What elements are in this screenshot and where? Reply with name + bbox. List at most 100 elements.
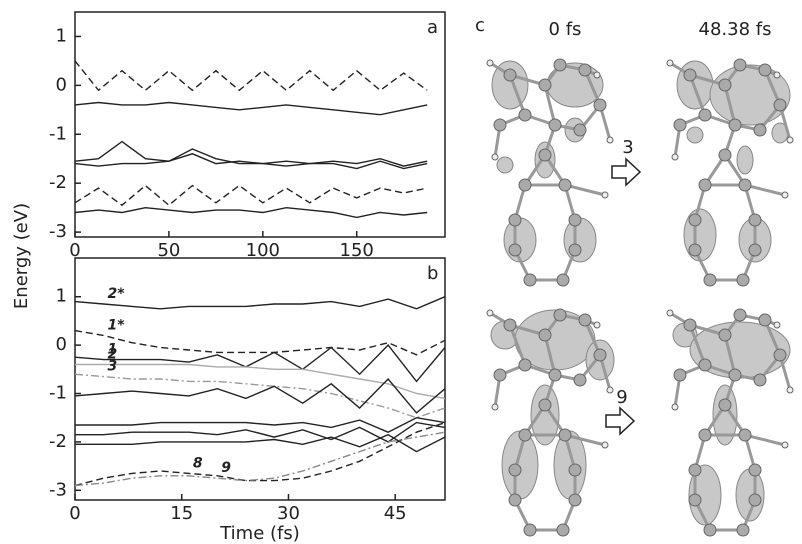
series-line bbox=[74, 148, 428, 170]
atom bbox=[781, 441, 789, 449]
atom bbox=[703, 273, 717, 287]
orbital-lobe bbox=[553, 430, 587, 500]
bond bbox=[723, 84, 737, 126]
series-line bbox=[74, 344, 446, 383]
atom bbox=[688, 463, 702, 477]
arrow bbox=[611, 157, 642, 187]
molecules bbox=[486, 58, 794, 537]
bond bbox=[744, 183, 786, 197]
bond bbox=[508, 74, 527, 116]
atom bbox=[538, 78, 552, 92]
atom bbox=[758, 313, 772, 327]
atom bbox=[573, 373, 587, 387]
atom bbox=[671, 403, 679, 411]
series-line bbox=[74, 184, 428, 207]
series-line bbox=[74, 140, 428, 167]
transition-label: 9 bbox=[616, 387, 627, 408]
atom bbox=[738, 178, 752, 192]
y-tick-label: -1 bbox=[49, 123, 67, 144]
atom bbox=[568, 213, 582, 227]
atom bbox=[518, 178, 532, 192]
atom bbox=[593, 321, 601, 329]
panel-label: c bbox=[475, 15, 485, 36]
y-tick-label: 1 bbox=[56, 286, 67, 307]
x-tick-label: 15 bbox=[170, 503, 193, 524]
orbital-lobe bbox=[496, 156, 514, 174]
arrow bbox=[605, 406, 636, 436]
atom bbox=[508, 213, 522, 227]
atom bbox=[736, 273, 750, 287]
atom bbox=[486, 309, 494, 317]
atom bbox=[748, 463, 762, 477]
series-line bbox=[74, 60, 428, 92]
atom bbox=[556, 273, 570, 287]
atom bbox=[518, 358, 532, 372]
atom bbox=[606, 136, 614, 144]
atom bbox=[758, 63, 772, 77]
atom bbox=[518, 428, 532, 442]
series-line bbox=[74, 373, 446, 419]
atom bbox=[503, 318, 517, 332]
atom bbox=[733, 58, 747, 72]
atom bbox=[748, 243, 762, 257]
column-title: 0 fs bbox=[549, 19, 582, 40]
atom bbox=[601, 441, 609, 449]
bond bbox=[543, 334, 557, 376]
y-tick-label: -2 bbox=[49, 431, 67, 452]
atom bbox=[718, 398, 732, 412]
y-tick-label: -2 bbox=[49, 172, 67, 193]
series-label: 1 bbox=[107, 342, 117, 358]
atom bbox=[578, 63, 592, 77]
series-label: 2 bbox=[107, 346, 117, 362]
orbital-lobe bbox=[736, 145, 754, 175]
atom bbox=[753, 373, 767, 387]
atom bbox=[718, 328, 732, 342]
atom bbox=[673, 118, 687, 132]
y-axis-label: Energy (eV) bbox=[11, 203, 32, 309]
atom bbox=[781, 191, 789, 199]
atom bbox=[508, 493, 522, 507]
series-line bbox=[74, 421, 446, 487]
atom bbox=[748, 493, 762, 507]
atom bbox=[601, 191, 609, 199]
atom bbox=[593, 348, 607, 362]
atom bbox=[718, 148, 732, 162]
atom bbox=[688, 213, 702, 227]
x-tick-label: 50 bbox=[157, 240, 180, 261]
atom bbox=[523, 523, 537, 537]
orbital-lobe bbox=[563, 217, 597, 263]
atom bbox=[773, 71, 781, 79]
atom bbox=[698, 178, 712, 192]
bond bbox=[744, 433, 786, 447]
atom bbox=[703, 523, 717, 537]
x-tick-label: 45 bbox=[384, 503, 407, 524]
atom bbox=[553, 58, 567, 72]
atom bbox=[573, 123, 587, 137]
atom bbox=[568, 243, 582, 257]
atom bbox=[578, 313, 592, 327]
atom bbox=[556, 523, 570, 537]
atom bbox=[688, 243, 702, 257]
atom bbox=[736, 523, 750, 537]
atom bbox=[538, 398, 552, 412]
atom bbox=[491, 403, 499, 411]
panel-label: b bbox=[427, 263, 438, 284]
x-tick-label: 0 bbox=[69, 240, 80, 261]
bond bbox=[723, 334, 737, 376]
plot-frame bbox=[74, 257, 446, 501]
series-label: 1* bbox=[107, 317, 125, 333]
atom bbox=[786, 136, 794, 144]
orbital-lobe bbox=[712, 384, 738, 446]
atom bbox=[593, 71, 601, 79]
bond bbox=[543, 84, 557, 126]
atom bbox=[593, 98, 607, 112]
series-line bbox=[74, 101, 428, 116]
series-line bbox=[75, 433, 446, 453]
y-tick-label: 0 bbox=[56, 334, 67, 355]
atom bbox=[673, 368, 687, 382]
atom bbox=[698, 358, 712, 372]
x-tick-label: 100 bbox=[246, 240, 280, 261]
atom bbox=[606, 386, 614, 394]
atom bbox=[558, 178, 572, 192]
